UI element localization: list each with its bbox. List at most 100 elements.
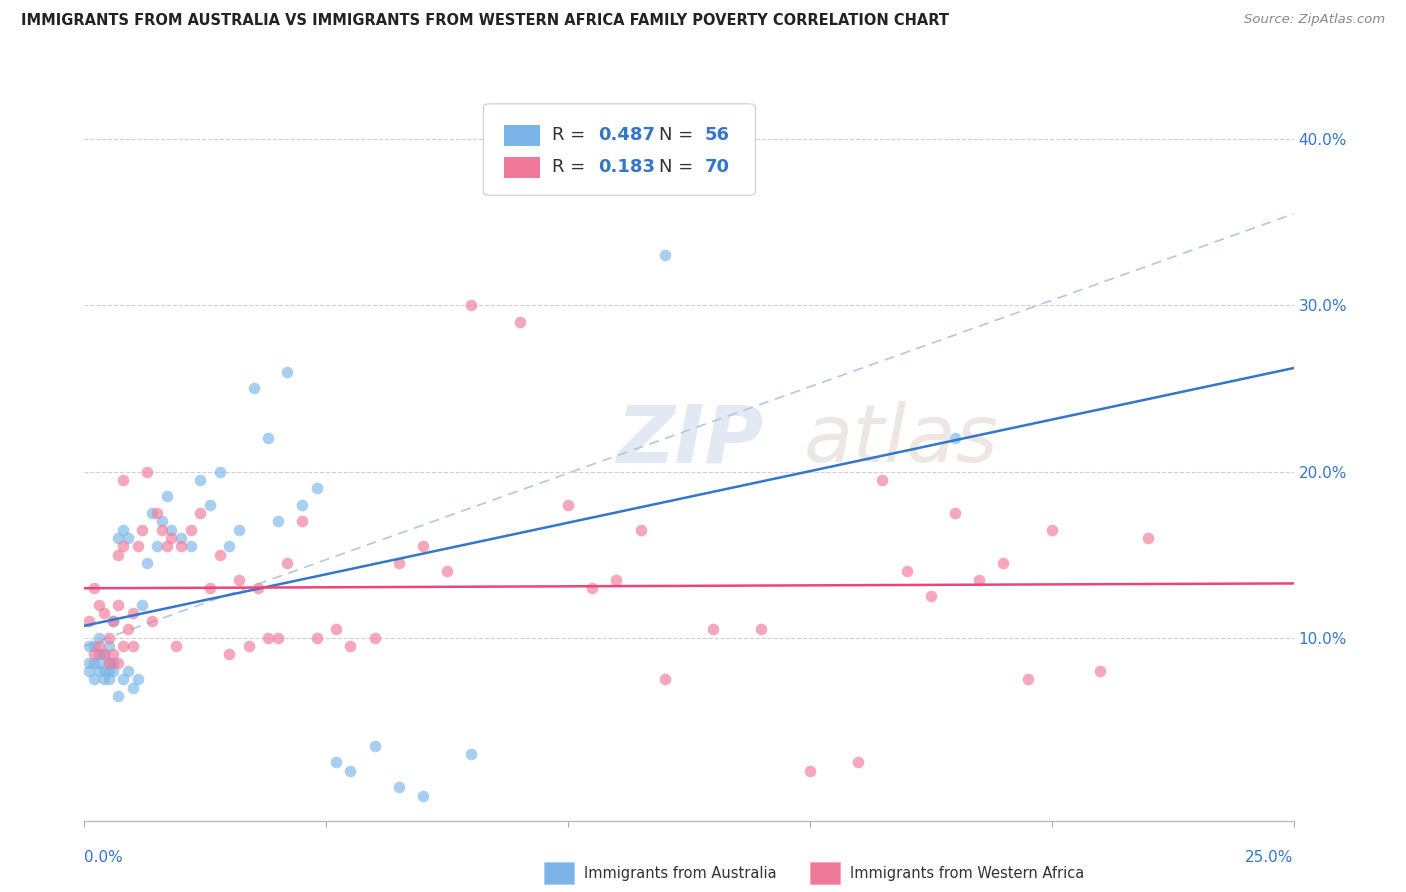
Point (87, 648, 110, 662)
Point (107, 656, 129, 670)
Point (87, 664, 110, 678)
Point (155, 490, 177, 504)
Bar (810, 863, 841, 884)
Point (83, 673, 105, 687)
Point (93, 648, 115, 662)
Point (150, 523, 173, 537)
Point (325, 756, 347, 770)
Point (83, 656, 105, 670)
Text: R =: R = (553, 159, 592, 177)
Point (1017, 673, 1039, 687)
Point (160, 523, 183, 537)
Point (896, 564, 918, 578)
Point (97, 656, 120, 670)
Text: atlas: atlas (804, 401, 998, 479)
Point (363, 739, 385, 753)
Text: Immigrants from Australia: Immigrants from Australia (583, 866, 776, 880)
Point (127, 673, 149, 687)
Point (267, 515, 290, 529)
Point (121, 606, 143, 620)
Point (87, 631, 110, 645)
Point (146, 506, 169, 520)
Point (460, 298, 482, 312)
Point (412, 539, 434, 553)
Point (112, 639, 135, 653)
Point (257, 631, 280, 645)
Point (87, 598, 110, 612)
Point (630, 523, 652, 537)
Point (103, 614, 125, 628)
Point (112, 539, 135, 553)
Text: R =: R = (553, 127, 592, 145)
Point (150, 515, 173, 529)
Point (107, 531, 129, 545)
Point (388, 556, 411, 570)
Point (305, 481, 328, 495)
Point (121, 639, 143, 653)
Point (97, 673, 120, 687)
Point (228, 523, 250, 537)
Point (190, 506, 212, 520)
Bar (503, 157, 540, 178)
Point (291, 515, 314, 529)
Point (97, 664, 120, 678)
Point (97, 656, 120, 670)
Text: 25.0%: 25.0% (1246, 850, 1294, 865)
Point (107, 548, 129, 562)
Point (218, 539, 240, 553)
Point (872, 473, 894, 487)
Point (165, 639, 187, 653)
Point (291, 498, 314, 512)
Point (93, 606, 115, 620)
Point (180, 539, 202, 553)
Point (112, 473, 135, 487)
Point (702, 623, 724, 637)
Bar (544, 863, 574, 884)
Point (363, 631, 385, 645)
Point (131, 598, 153, 612)
Point (751, 623, 773, 637)
Point (131, 523, 153, 537)
Text: 0.487: 0.487 (599, 127, 655, 145)
Point (198, 581, 221, 595)
Point (276, 556, 298, 570)
Text: 0.183: 0.183 (599, 159, 655, 177)
Point (141, 614, 163, 628)
Point (77, 614, 100, 628)
Point (112, 673, 135, 687)
Point (103, 614, 125, 628)
Text: 70: 70 (704, 159, 730, 177)
Text: 0.0%: 0.0% (84, 850, 124, 865)
Point (103, 664, 125, 678)
Point (103, 648, 125, 662)
Point (967, 573, 990, 587)
Point (1040, 523, 1063, 537)
Point (112, 523, 135, 537)
Text: N =: N = (659, 127, 699, 145)
Point (1137, 531, 1160, 545)
Text: N =: N = (659, 159, 699, 177)
Text: Source: ZipAtlas.com: Source: ZipAtlas.com (1244, 13, 1385, 27)
Point (943, 506, 966, 520)
Text: ZIP: ZIP (616, 401, 763, 479)
Point (170, 539, 193, 553)
Point (581, 581, 603, 595)
Point (77, 664, 100, 678)
Point (654, 673, 676, 687)
Point (127, 539, 149, 553)
Point (846, 756, 869, 770)
Text: IMMIGRANTS FROM AUSTRALIA VS IMMIGRANTS FROM WESTERN AFRICA FAMILY POVERTY CORRE: IMMIGRANTS FROM AUSTRALIA VS IMMIGRANTS … (21, 13, 949, 29)
Point (107, 598, 129, 612)
Point (339, 764, 361, 778)
Point (155, 539, 177, 553)
Point (257, 431, 280, 445)
Point (87, 656, 110, 670)
Point (198, 498, 221, 512)
Point (238, 639, 260, 653)
Point (208, 548, 231, 562)
Point (305, 631, 328, 645)
Point (242, 381, 264, 395)
Point (920, 589, 942, 603)
Point (436, 564, 458, 578)
Point (93, 664, 115, 678)
